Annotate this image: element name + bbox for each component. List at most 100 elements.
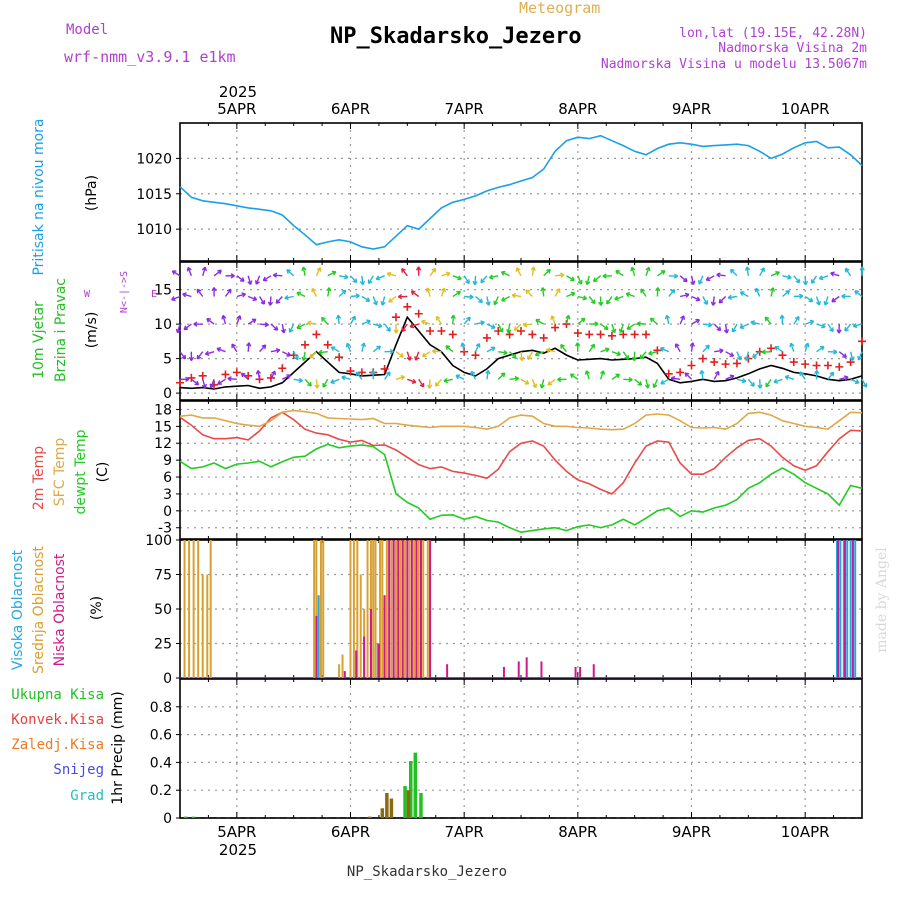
pressure-ytick-label: 1010 <box>136 222 172 238</box>
cloud-bar <box>393 540 395 678</box>
temp-unit: (C) <box>95 462 111 483</box>
cloud-labels: Visoka Oblacnost Srednja Oblacnost Niska… <box>10 546 105 674</box>
cloud-bar <box>406 540 408 678</box>
cloud-bar <box>184 540 186 678</box>
cloud-bar <box>415 540 417 678</box>
wind-gust-marker <box>278 364 286 372</box>
precip-bar <box>407 790 411 818</box>
chart-title: NP_Skadarsko_Jezero <box>330 24 582 49</box>
legend-snow: Snijeg <box>53 762 104 778</box>
temp-2m-label: 2m Temp <box>31 446 47 510</box>
model-name: wrf-nmm_v3.9.1 e1km <box>64 48 236 66</box>
cloud-bar <box>342 655 344 678</box>
cloud-bar <box>446 664 448 678</box>
footer-station: NP_Skadarsko_Jezero <box>347 864 507 880</box>
legend-freezing-rain: Zaledj.Kisa <box>11 737 104 753</box>
cloud-bar <box>193 540 195 678</box>
cloud-bar <box>852 540 854 678</box>
top-day-label: 7APR <box>445 100 484 118</box>
cloud-bar <box>540 661 542 678</box>
wind-gust-marker <box>221 370 229 378</box>
wind-unit: (m/s) <box>84 312 100 349</box>
wind-gust-marker <box>733 359 741 367</box>
wind-gust-marker <box>574 329 582 337</box>
cloud-mid-label: Srednja Oblacnost <box>31 546 47 674</box>
cloud-bar <box>409 540 411 678</box>
compass-ns-label: N<-|->S <box>119 271 130 313</box>
wind-ytick-label: 0 <box>163 386 172 402</box>
cloud-bar <box>388 540 390 678</box>
pressure-labels: Pritisak na nivou mora (hPa) <box>31 118 100 275</box>
cloud-bar <box>400 540 402 678</box>
cloud-bar <box>313 540 315 678</box>
cloud-bar <box>315 616 317 678</box>
bottom-day-label: 7APR <box>445 823 484 841</box>
cloud-bar <box>850 540 852 678</box>
precip-bar <box>184 817 188 818</box>
wind-gust-marker <box>597 330 605 338</box>
cloud-bar <box>526 657 528 678</box>
cloud-bar <box>854 540 856 678</box>
wind-gust-marker <box>199 372 207 380</box>
cloud-bar <box>839 540 841 678</box>
cloud-bar <box>367 540 369 678</box>
cloud-bar <box>381 540 383 678</box>
cloud-bar <box>378 644 380 679</box>
wind-gust-marker <box>392 313 400 321</box>
wind-gust-marker <box>858 337 866 345</box>
wind-gust-marker <box>824 362 832 370</box>
cloud-bar <box>844 540 846 678</box>
cloud-bar <box>422 540 424 678</box>
precip-bar <box>403 786 407 818</box>
bottom-day-label: 6APR <box>331 823 370 841</box>
pressure-frame <box>180 123 862 261</box>
cloud-unit: (%) <box>89 596 105 620</box>
cloud-bar <box>338 664 340 678</box>
wind-gust-marker <box>778 351 786 359</box>
top-day-label: 10APR <box>781 100 830 118</box>
cloud-ytick-label: 50 <box>154 602 172 618</box>
precip-ytick-label: 0.2 <box>150 783 172 799</box>
cloud-bar <box>420 540 422 678</box>
wind-gust-marker <box>608 332 616 340</box>
pressure-ytick-label: 1020 <box>136 151 172 167</box>
wind-gust-marker <box>233 368 241 376</box>
wind-gust-marker <box>540 334 548 342</box>
chart-subtitle: Meteogram <box>519 0 600 17</box>
cloud-ytick-label: 75 <box>154 568 172 584</box>
cloud-ytick-label: 25 <box>154 637 172 653</box>
wind-gust-marker <box>835 363 843 371</box>
cloud-bar <box>372 540 374 678</box>
precip-ylabel: 1hr Precip (mm) <box>110 691 126 804</box>
top-day-label: 5APR <box>217 100 256 118</box>
cloud-bar <box>390 540 392 678</box>
wind-gust-marker <box>483 334 491 342</box>
cloud-ytick-label: 0 <box>163 671 172 687</box>
cloud-bar <box>320 540 322 678</box>
precip-bar <box>385 793 389 818</box>
cloud-bar <box>384 595 386 678</box>
wind-label-2: Brzina i Pravac <box>53 278 69 382</box>
cloud-bar <box>411 540 413 678</box>
cloud-bar <box>188 540 190 678</box>
precip-ytick-label: 0.6 <box>150 728 172 744</box>
cloud-bar <box>353 540 355 678</box>
precip-bar <box>390 799 394 818</box>
wind-ytick-label: 10 <box>154 317 172 333</box>
wind-gust-marker <box>335 353 343 361</box>
cloud-bar <box>370 609 372 678</box>
wind-gust-marker <box>722 360 730 368</box>
cloud-bar <box>210 540 212 678</box>
precip-ytick-label: 0 <box>163 811 172 827</box>
precip-panel: 00.20.40.60.8 <box>150 679 862 827</box>
top-day-label: 9APR <box>672 100 711 118</box>
temp-ytick-label: 12 <box>154 436 172 452</box>
temp-ytick-label: 6 <box>163 470 172 486</box>
cloud-bar <box>593 664 595 678</box>
temp-series-line-2 <box>180 444 862 532</box>
